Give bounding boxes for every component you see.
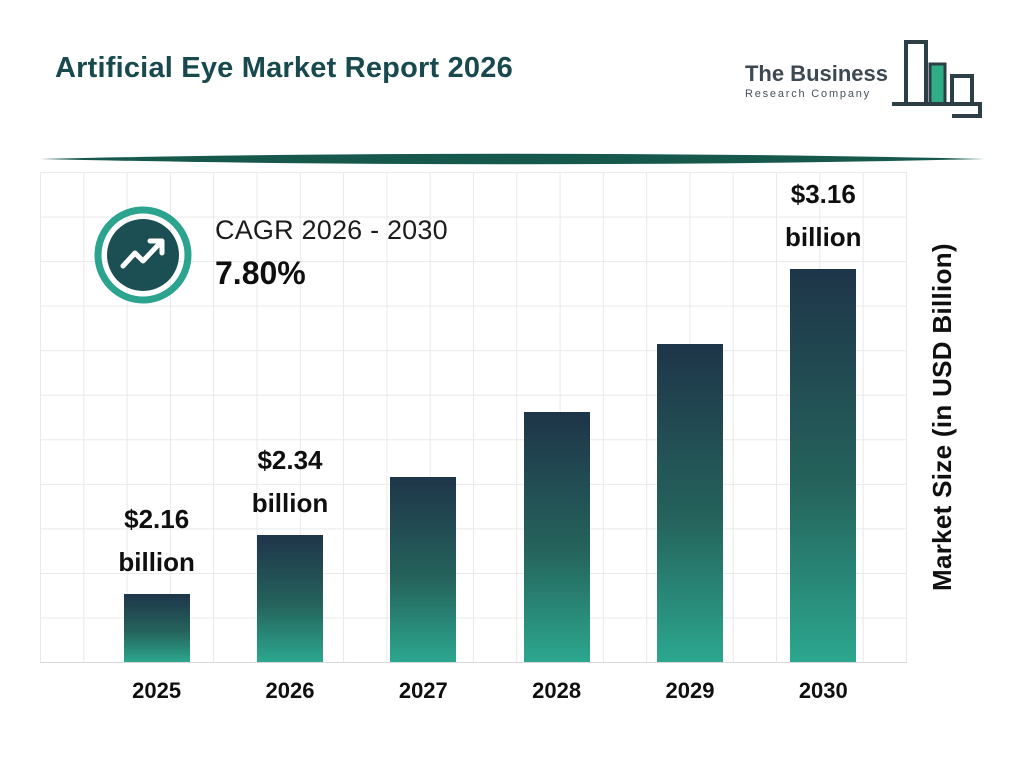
bar-value-label: $2.16 billion: [62, 498, 252, 584]
bar: [256, 535, 323, 662]
cagr-text-block: CAGR 2026 - 2030 7.80%: [215, 205, 448, 305]
bar-value-unit: billion: [785, 222, 862, 253]
x-axis-label: 2030: [798, 678, 848, 703]
bar-value-label: $3.16 billion: [728, 173, 918, 259]
bar-value-unit: billion: [118, 547, 195, 578]
divider-line: [40, 153, 985, 165]
bar: [523, 412, 590, 662]
company-logo-text: The Business Research Company: [744, 61, 888, 101]
bar-group: $3.16 billion 2030: [757, 175, 890, 703]
cagr-period-label: CAGR 2026 - 2030: [215, 215, 448, 245]
bar-group: $2.16 billion 2025: [90, 175, 223, 703]
cagr-badge: CAGR 2026 - 2030 7.80%: [93, 205, 448, 305]
bar-group: $2.34 billion 2026: [223, 175, 356, 703]
bar-group: 2029: [623, 175, 756, 703]
x-axis-label: 2029: [665, 678, 715, 703]
company-logo: The Business Research Company: [745, 36, 984, 122]
bar: [656, 344, 723, 662]
x-axis-label: 2025: [132, 678, 182, 703]
bar: [123, 594, 190, 662]
bar-group: 2027: [357, 175, 490, 703]
bar-chart-logo-icon: [892, 40, 982, 118]
bar-value-amount: $3.16: [790, 179, 856, 210]
bar: [390, 477, 457, 662]
company-logo-name: The Business: [744, 61, 888, 86]
x-axis-label: 2026: [265, 678, 315, 703]
x-axis-label: 2027: [398, 678, 448, 703]
cagr-value: 7.80%: [215, 255, 306, 291]
x-axis-label: 2028: [532, 678, 582, 703]
chart-gridlines: [40, 172, 907, 663]
bar-series: $2.16 billion 2025 $2.34 billion 2026 20…: [90, 175, 890, 703]
bar-value-amount: $2.16: [124, 504, 190, 535]
y-axis-title: Market Size (in USD Billion): [927, 243, 957, 591]
company-logo-subtitle: Research Company: [744, 88, 871, 101]
bar: [790, 269, 857, 662]
growth-arrow-icon: [94, 206, 192, 304]
bar-value-unit: billion: [251, 488, 329, 519]
bar-group: 2028: [490, 175, 623, 703]
page-title: Artificial Eye Market Report 2026: [55, 52, 513, 84]
bar-value-amount: $2.34: [257, 445, 323, 476]
bar-value-label: $2.34 billion: [195, 439, 385, 525]
